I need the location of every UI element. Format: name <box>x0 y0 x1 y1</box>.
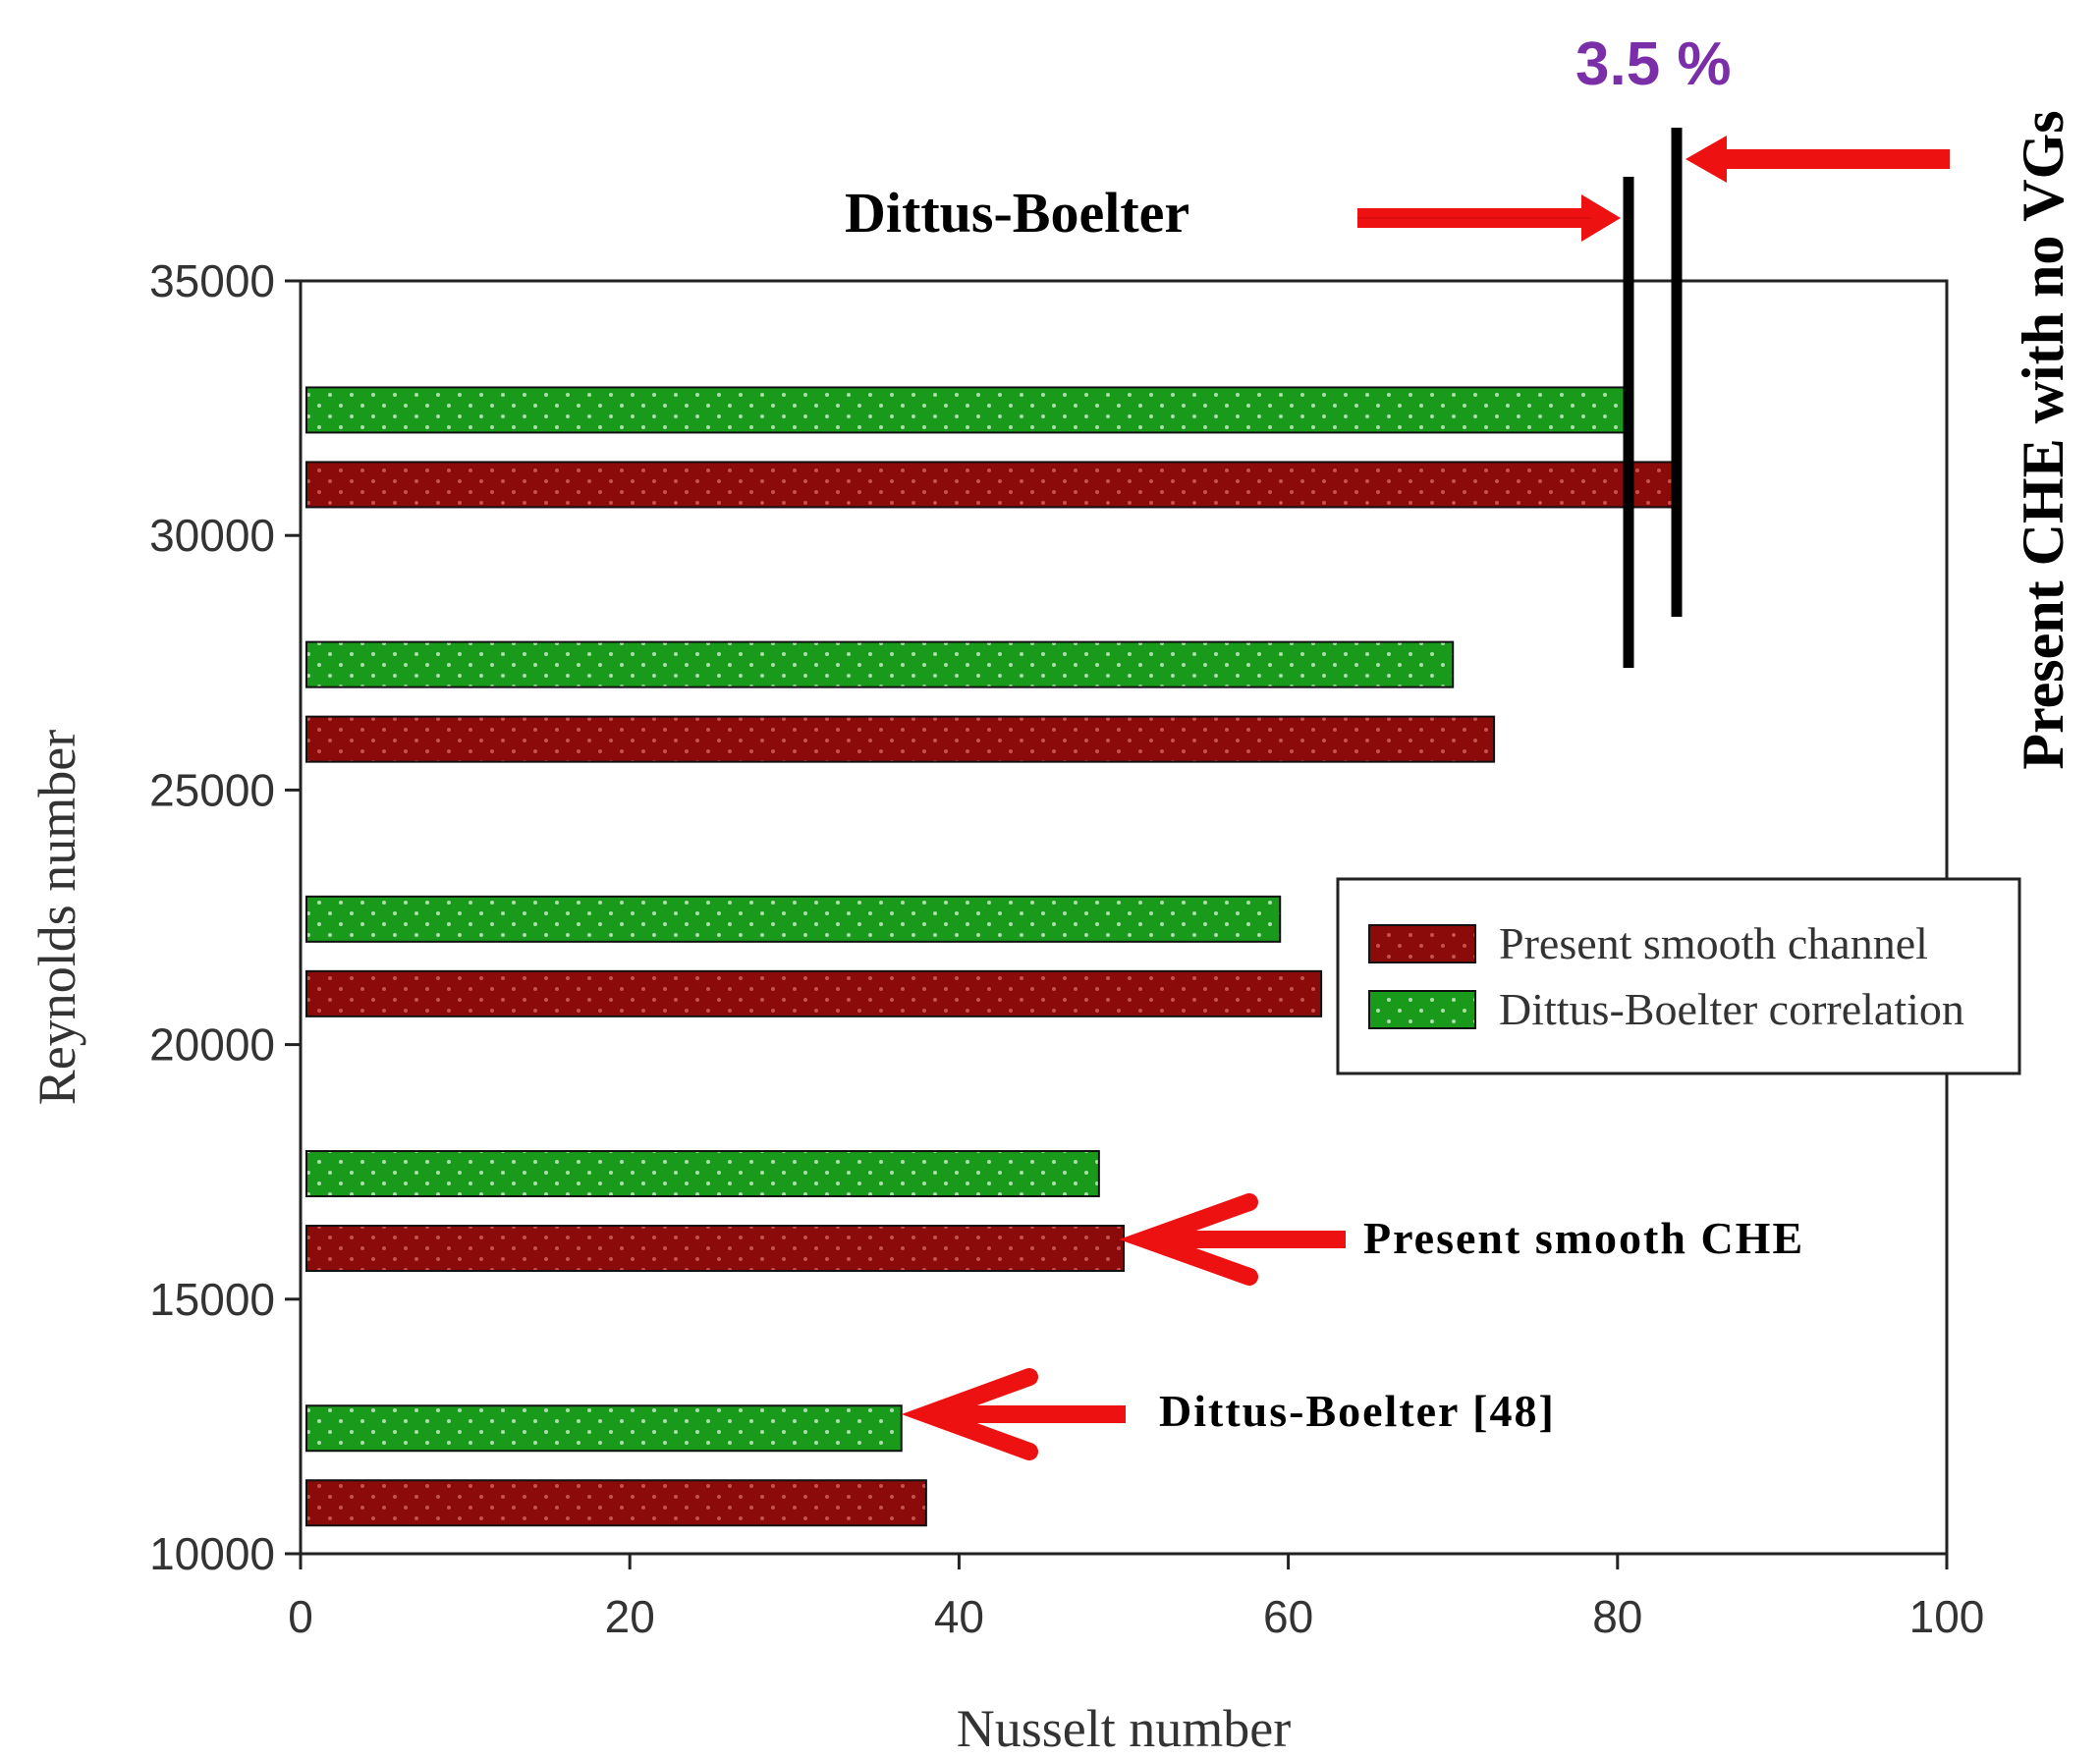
bar-dittus-boelter-correlation <box>305 640 1455 688</box>
bar-present-smooth-channel <box>305 1479 927 1527</box>
y-tick-label: 10000 <box>149 1528 275 1579</box>
arrow-to-smooth-che-bar <box>1119 1193 1346 1286</box>
bar-dittus-boelter-correlation <box>305 1150 1100 1198</box>
legend-label-dittus-boelter: Dittus-Boelter correlation <box>1499 984 1964 1034</box>
y-tick-label: 20000 <box>149 1019 275 1071</box>
percent-difference-label: 3.5 % <box>1575 30 1732 98</box>
present-che-vertical-label: Present CHE with no VGs <box>2011 110 2075 769</box>
present-smooth-che-label: Present smooth CHE <box>1363 1213 1804 1263</box>
x-tick-label: 100 <box>1909 1591 1985 1642</box>
x-tick-label: 80 <box>1592 1591 1642 1642</box>
y-tick-label: 30000 <box>149 510 275 561</box>
bar-present-smooth-channel <box>305 461 1677 509</box>
legend-label-smooth-channel: Present smooth channel <box>1499 918 1928 968</box>
arrow-to-db-line <box>1357 194 1621 242</box>
dittus-boelter-48-label: Dittus-Boelter [48] <box>1159 1386 1556 1436</box>
x-tick-label: 60 <box>1263 1591 1313 1642</box>
x-tick-label: 20 <box>605 1591 655 1642</box>
x-tick-label: 0 <box>288 1591 313 1642</box>
legend-box <box>1336 877 2021 1075</box>
legend-swatch-dittus-boelter <box>1368 990 1476 1029</box>
legend: Present smooth channel Dittus-Boelter co… <box>1336 877 2021 1075</box>
x-axis: 0 20 40 60 80 100 <box>288 1554 1984 1642</box>
arrow-to-db48-bar <box>901 1368 1126 1460</box>
bar-present-smooth-channel <box>305 969 1323 1017</box>
legend-swatch-smooth-channel <box>1368 924 1476 963</box>
bar-present-smooth-channel <box>305 1225 1125 1273</box>
annotations: 3.5 % Dittus-Boelter Present CHE with no… <box>845 30 2075 1460</box>
bar-group <box>305 386 1677 1527</box>
x-axis-title: Nusselt number <box>957 1699 1291 1758</box>
y-axis-title: Reynolds number <box>28 730 86 1105</box>
arrow-to-che-line <box>1686 136 1950 183</box>
y-axis: 10000 15000 20000 25000 30000 35000 <box>149 255 301 1579</box>
y-tick-label: 25000 <box>149 764 275 815</box>
bar-dittus-boelter-correlation <box>305 386 1628 434</box>
dittus-boelter-top-label: Dittus-Boelter <box>845 181 1189 245</box>
x-tick-label: 40 <box>934 1591 984 1642</box>
bar-dittus-boelter-correlation <box>305 1404 903 1453</box>
bar-present-smooth-channel <box>305 715 1496 763</box>
y-tick-label: 15000 <box>149 1274 275 1325</box>
bar-dittus-boelter-correlation <box>305 895 1282 943</box>
y-tick-label: 35000 <box>149 255 275 306</box>
